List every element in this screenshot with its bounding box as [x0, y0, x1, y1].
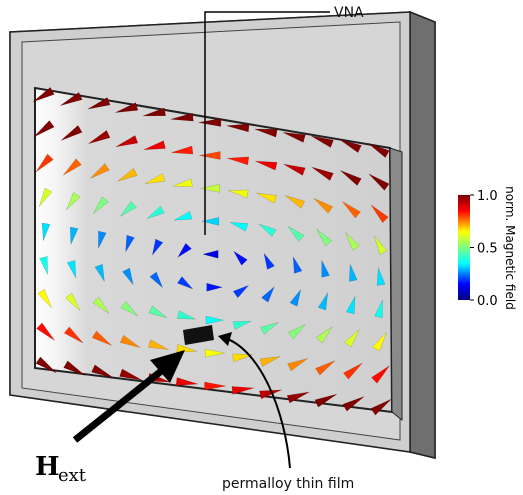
field-symbol: H [35, 452, 60, 482]
colorbar-tick-label: 1.0 [477, 189, 498, 204]
colorbar-gradient [458, 195, 470, 300]
field-subscript: ext [58, 465, 87, 486]
film-label: permalloy thin film [222, 476, 354, 492]
figure: VNA permalloy thin film H ext norm. Magn… [0, 0, 523, 495]
colorbar-label: norm. Magnetic field [503, 186, 517, 310]
colorbar-tick-label: 0.5 [477, 242, 498, 257]
colorbar-tick-label: 0.0 [477, 294, 498, 309]
colorbar: norm. Magnetic field 0.0 0.5 1.0 [458, 186, 517, 310]
vna-label: VNA [334, 5, 364, 21]
